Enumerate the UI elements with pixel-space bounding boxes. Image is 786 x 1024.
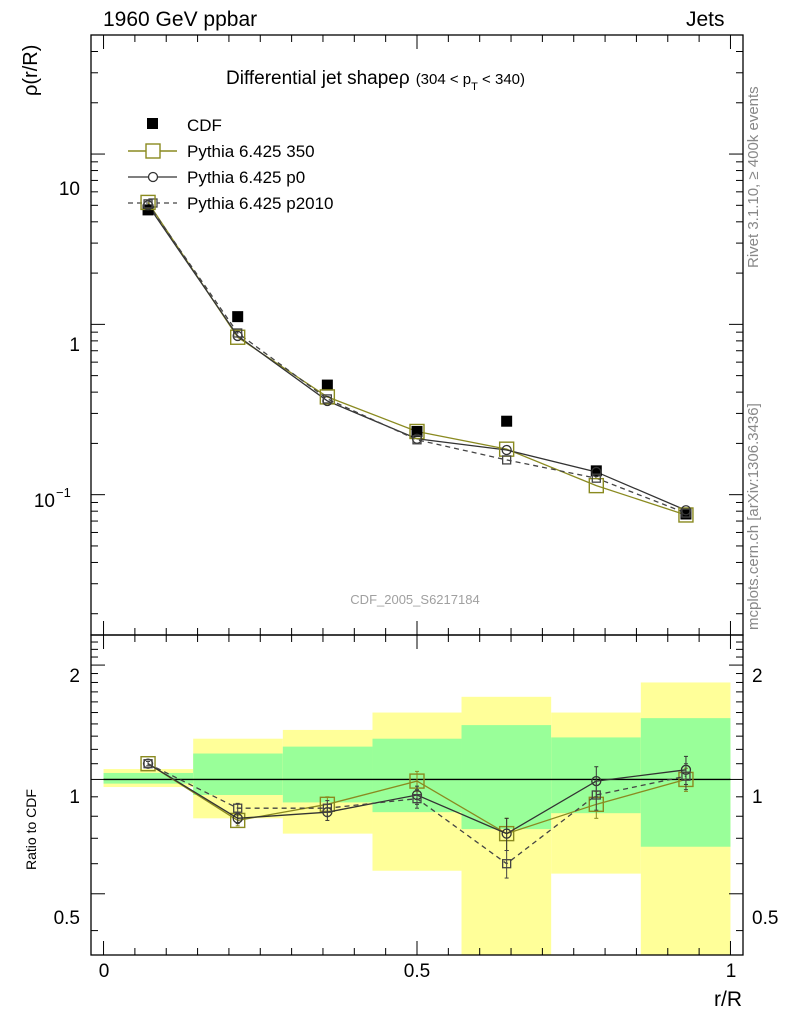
main-point-pythia-6-425-350 — [588, 477, 604, 494]
legend-label-p2010: Pythia 6.425 p2010 — [187, 194, 334, 213]
ratio-point-pythia-6-425-p2010 — [143, 759, 153, 769]
ratio-band-inner — [461, 725, 552, 830]
main-ytick-exponent: −1 — [56, 485, 71, 500]
main-series-line-pythia-6-425-350 — [147, 202, 687, 516]
main-point-pythia-6-425-350 — [229, 329, 246, 345]
main-point-pythia-6-425-p0 — [591, 466, 602, 478]
x-axis-label: r/R — [714, 988, 742, 1011]
ratio-ytick-label: 2 — [69, 666, 80, 687]
legend-marker-p350 — [145, 143, 161, 159]
ratio-ytick-label-right: 2 — [752, 666, 763, 687]
main-point-pythia-6-425-350 — [319, 389, 336, 405]
main-ytick-label: 10 — [59, 179, 80, 200]
main-point-cdf — [501, 415, 513, 427]
main-ytick-label: 1 — [69, 335, 80, 356]
legend-marker-cdf — [147, 118, 158, 129]
legend-label-p350: Pythia 6.425 350 — [187, 142, 315, 161]
ratio-point-pythia-6-425-350 — [140, 756, 156, 772]
main-point-pythia-6-425-p2010 — [322, 394, 333, 404]
main-point-cdf — [321, 379, 333, 391]
ratio-point-pythia-6-425-p2010 — [233, 803, 243, 813]
ratio-point-pythia-6-425-p2010 — [591, 790, 601, 800]
main-point-cdf — [680, 508, 692, 520]
analysis-watermark: CDF_2005_S6217184 — [350, 592, 479, 607]
main-series-line-pythia-6-425-p0 — [147, 204, 687, 511]
ratio-ytick-label-right: 1 — [752, 787, 763, 808]
main-point-pythia-6-425-p0 — [501, 444, 512, 456]
ratio-band-inner — [103, 772, 194, 784]
ratio-point-pythia-6-425-p2010 — [501, 859, 512, 869]
ratio-point-pythia-6-425-p0 — [501, 828, 512, 839]
ratio-point-pythia-6-425-p2010 — [681, 771, 691, 781]
main-point-pythia-6-425-p2010 — [591, 473, 601, 483]
ratio-band-inner — [282, 746, 373, 803]
ratio-point-pythia-6-425-p0 — [232, 813, 243, 824]
ratio-point-pythia-6-425-p2010 — [412, 794, 422, 804]
ratio-ytick-label: 0.5 — [54, 908, 80, 929]
ratio-point-pythia-6-425-p2010 — [322, 803, 333, 813]
main-point-cdf — [590, 465, 602, 477]
main-point-cdf — [232, 311, 244, 323]
ratio-band-inner — [193, 753, 283, 795]
main-point-pythia-6-425-p2010 — [501, 455, 512, 465]
main-point-pythia-6-425-p2010 — [412, 435, 422, 445]
xtick-label: 0 — [99, 961, 110, 982]
main-point-cdf — [411, 425, 423, 437]
legend-marker-p0 — [147, 171, 159, 183]
main-point-pythia-6-425-350 — [409, 423, 425, 440]
main-point-pythia-6-425-350 — [678, 507, 694, 523]
main-ylabel: ρ(r/R) — [20, 45, 42, 96]
chart-marks — [90, 34, 744, 956]
legend-label-cdf: CDF — [187, 116, 222, 135]
xtick-label: 0.5 — [404, 961, 430, 982]
legend-label-p0: Pythia 6.425 p0 — [187, 168, 305, 187]
header-process-label: Jets — [686, 8, 725, 31]
ratio-ylabel: Ratio to CDF — [23, 789, 39, 870]
main-point-pythia-6-425-p2010 — [681, 508, 691, 518]
main-title: Differential jet shapeρ (304 < pT < 340) — [226, 68, 525, 93]
header-energy-label: 1960 GeV ppbar — [103, 8, 258, 31]
main-ytick-label: 10 — [34, 491, 55, 512]
main-series-line-pythia-6-425-p2010 — [147, 203, 687, 514]
ratio-ytick-label: 1 — [69, 787, 80, 808]
main-point-pythia-6-425-p2010 — [233, 328, 243, 338]
ratio-ytick-label-right: 0.5 — [752, 908, 778, 929]
legend: CDF Pythia 6.425 350 Pythia 6.425 p0 Pyt… — [128, 116, 334, 213]
xtick-label: 1 — [726, 961, 737, 982]
main-point-pythia-6-425-p2010 — [143, 199, 153, 209]
